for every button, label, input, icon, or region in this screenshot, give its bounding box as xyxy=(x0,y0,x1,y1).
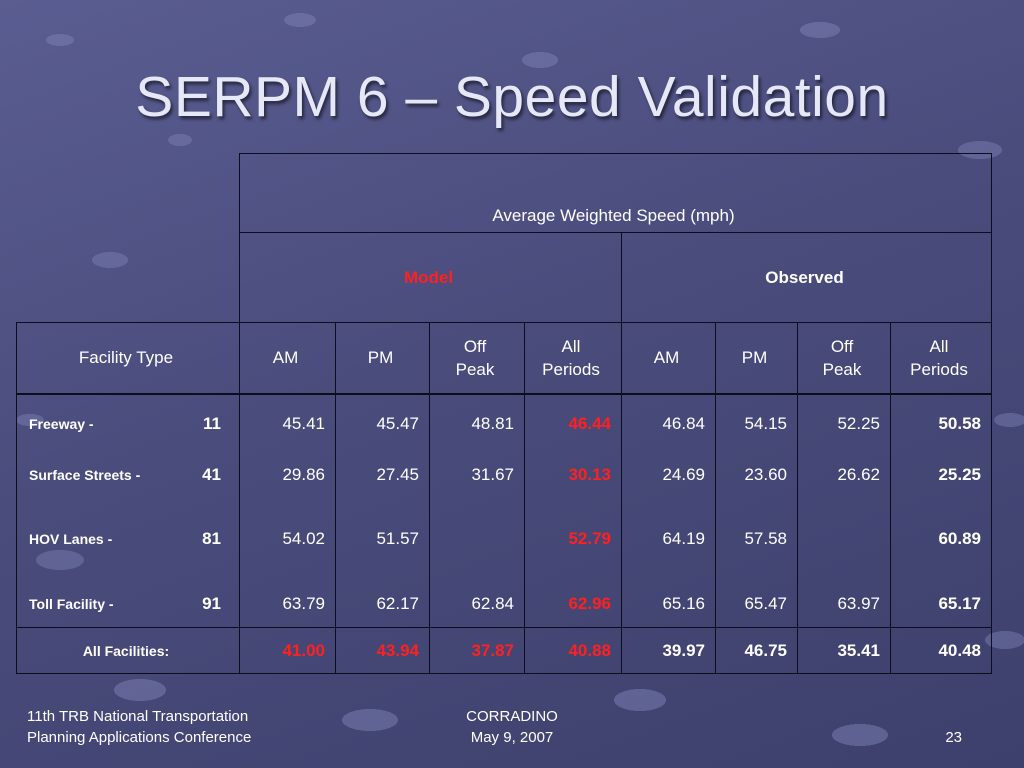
observed-am-value: 64.19 xyxy=(621,497,716,581)
model-am-value: 45.41 xyxy=(239,394,336,453)
table-header-row-columns: Facility Type AM PM Off Peak All Periods… xyxy=(16,322,992,395)
col-header-model-off-line2: Peak xyxy=(455,360,495,379)
total-observed-am-value: 39.97 xyxy=(621,627,716,674)
col-header-facility-type: Facility Type xyxy=(16,322,240,395)
model-all-periods-value: 46.44 xyxy=(524,394,622,453)
col-header-observed-off-line2: Peak xyxy=(822,360,862,379)
col-header-model-off-peak: Off Peak xyxy=(429,322,525,395)
col-header-model-all-line1: All xyxy=(561,337,581,356)
col-header-observed-pm: PM xyxy=(715,322,798,395)
facility-type-cell: Freeway - 11 xyxy=(16,394,240,453)
total-model-pm-value: 43.94 xyxy=(335,627,430,674)
footer-organization-name: CORRADINO xyxy=(466,708,558,725)
model-off-peak-value: 62.84 xyxy=(429,581,525,628)
col-header-model-all-line2: Periods xyxy=(542,360,600,379)
total-observed-off-peak-value: 35.41 xyxy=(797,627,891,674)
total-model-all-periods-value: 40.88 xyxy=(524,627,622,674)
observed-pm-value: 57.58 xyxy=(715,497,798,581)
footer-organization: CORRADINO May 9, 2007 xyxy=(412,706,612,748)
model-off-peak-value xyxy=(429,497,525,581)
model-am-value: 54.02 xyxy=(239,497,336,581)
observed-all-periods-value: 50.58 xyxy=(890,394,992,453)
model-pm-value: 51.57 xyxy=(335,497,430,581)
slide-title: SERPM 6 – Speed Validation xyxy=(135,65,889,129)
facility-name: Surface Streets - xyxy=(29,467,141,483)
table-row: Freeway - 11 45.41 45.47 48.81 46.44 46.… xyxy=(16,394,992,453)
col-header-model-off-line1: Off xyxy=(463,337,487,356)
model-pm-value: 27.45 xyxy=(335,453,430,497)
footer-conference: 11th TRB National Transportation Plannin… xyxy=(27,706,251,748)
col-header-observed-off-peak: Off Peak xyxy=(797,322,891,395)
observed-pm-value: 54.15 xyxy=(715,394,798,453)
table-header-row-main: Average Weighted Speed (mph) xyxy=(17,153,992,233)
total-model-off-peak-value: 37.87 xyxy=(429,627,525,674)
observed-all-periods-value: 25.25 xyxy=(890,453,992,497)
col-header-observed-off-line1: Off xyxy=(830,337,854,356)
total-model-am-value: 41.00 xyxy=(239,627,336,674)
model-pm-value: 45.47 xyxy=(335,394,430,453)
facility-type-cell: Surface Streets - 41 xyxy=(16,453,240,497)
model-am-value: 63.79 xyxy=(239,581,336,628)
observed-off-peak-value: 52.25 xyxy=(797,394,891,453)
table-row: HOV Lanes - 81 54.02 51.57 52.79 64.19 5… xyxy=(16,497,992,581)
facility-name: Freeway - xyxy=(29,416,94,432)
facility-code: 11 xyxy=(203,414,221,433)
footer-conference-line2: Planning Applications Conference xyxy=(27,729,252,746)
model-am-value: 29.86 xyxy=(239,453,336,497)
facility-name: HOV Lanes - xyxy=(29,531,113,547)
observed-off-peak-value: 26.62 xyxy=(797,453,891,497)
header-model: Model xyxy=(239,232,622,323)
facility-name: Toll Facility - xyxy=(29,596,114,612)
model-all-periods-value: 52.79 xyxy=(524,497,622,581)
empty-corner-cell xyxy=(17,233,240,323)
facility-code: 91 xyxy=(202,594,221,613)
footer-date: May 9, 2007 xyxy=(470,729,554,746)
model-off-peak-value: 48.81 xyxy=(429,394,525,453)
table-row: Surface Streets - 41 29.86 27.45 31.67 3… xyxy=(16,453,992,497)
col-header-model-all-periods: All Periods xyxy=(524,322,622,395)
total-observed-pm-value: 46.75 xyxy=(715,627,798,674)
observed-am-value: 46.84 xyxy=(621,394,716,453)
header-average-weighted-speed: Average Weighted Speed (mph) xyxy=(239,153,992,233)
observed-pm-value: 65.47 xyxy=(715,581,798,628)
total-observed-all-periods-value: 40.48 xyxy=(890,627,992,674)
col-header-model-pm: PM xyxy=(335,322,430,395)
observed-pm-value: 23.60 xyxy=(715,453,798,497)
observed-all-periods-value: 60.89 xyxy=(890,497,992,581)
model-all-periods-value: 30.13 xyxy=(524,453,622,497)
facility-code: 41 xyxy=(202,465,221,484)
observed-am-value: 24.69 xyxy=(621,453,716,497)
col-header-model-am: AM xyxy=(239,322,336,395)
facility-type-cell: HOV Lanes - 81 xyxy=(16,497,240,581)
facility-code: 81 xyxy=(202,529,221,548)
col-header-observed-am: AM xyxy=(621,322,716,395)
table-row: Toll Facility - 91 63.79 62.17 62.84 62.… xyxy=(16,581,992,628)
col-header-observed-all-line1: All xyxy=(929,337,949,356)
header-observed: Observed xyxy=(621,232,992,323)
col-header-observed-all-line2: Periods xyxy=(910,360,968,379)
observed-off-peak-value xyxy=(797,497,891,581)
observed-off-peak-value: 63.97 xyxy=(797,581,891,628)
col-header-observed-all-periods: All Periods xyxy=(890,322,992,395)
table-header-row-groups: Model Observed xyxy=(17,232,992,323)
empty-corner-cell xyxy=(17,154,240,233)
speed-validation-table: Average Weighted Speed (mph) Model Obser… xyxy=(16,153,992,674)
footer-conference-line1: 11th TRB National Transportation xyxy=(27,708,249,725)
all-facilities-label: All Facilities: xyxy=(16,627,240,674)
table-row-total: All Facilities: 41.00 43.94 37.87 40.88 … xyxy=(16,627,992,674)
observed-all-periods-value: 65.17 xyxy=(890,581,992,628)
model-pm-value: 62.17 xyxy=(335,581,430,628)
slide-number: 23 xyxy=(945,729,962,746)
model-off-peak-value: 31.67 xyxy=(429,453,525,497)
model-all-periods-value: 62.96 xyxy=(524,581,622,628)
observed-am-value: 65.16 xyxy=(621,581,716,628)
facility-type-cell: Toll Facility - 91 xyxy=(16,581,240,628)
